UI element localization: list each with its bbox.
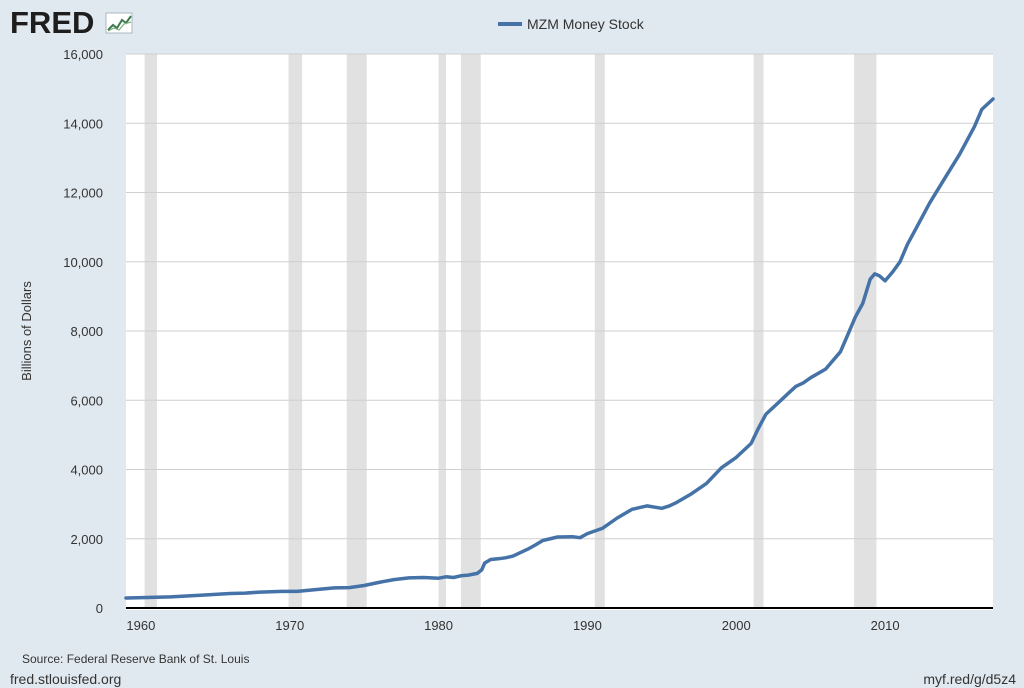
y-tick-label: 12,000 (63, 186, 103, 201)
y-tick-label: 16,000 (63, 47, 103, 62)
series-line-mzm (124, 97, 995, 600)
fred-logo[interactable]: FRED (10, 5, 133, 40)
fred-logo-graph-icon (105, 12, 133, 34)
x-tick-label: 1980 (424, 618, 453, 633)
x-tick-labels: 1960 1970 1980 1990 2000 2010 (126, 618, 899, 633)
legend: MZM Money Stock (498, 16, 645, 32)
y-tick-label: 14,000 (63, 116, 103, 131)
y-tick-label: 8,000 (70, 324, 103, 339)
short-link[interactable]: myf.red/g/d5z4 (923, 671, 1016, 687)
y-tick-label: 4,000 (70, 463, 103, 478)
source-note: Source: Federal Reserve Bank of St. Loui… (22, 652, 249, 666)
site-link[interactable]: fred.stlouisfed.org (10, 671, 121, 687)
x-tick-label: 2000 (722, 618, 751, 633)
x-tick-label: 2010 (871, 618, 900, 633)
series-layer (124, 97, 995, 600)
y-tick-label: 2,000 (70, 532, 103, 547)
y-tick-label: 0 (96, 601, 103, 616)
x-tick-label: 1990 (573, 618, 602, 633)
x-tick-label: 1970 (275, 618, 304, 633)
y-tick-labels: 0 2,000 4,000 6,000 8,000 10,000 12,000 14,000 1… (63, 47, 103, 616)
y-tick-label: 6,000 (70, 393, 103, 408)
legend-label: MZM Money Stock (527, 16, 645, 32)
x-tick-label: 1960 (126, 618, 155, 633)
y-axis-label: Billions of Dollars (19, 281, 34, 381)
fred-logo-text: FRED (10, 5, 94, 40)
y-tick-label: 10,000 (63, 255, 103, 270)
